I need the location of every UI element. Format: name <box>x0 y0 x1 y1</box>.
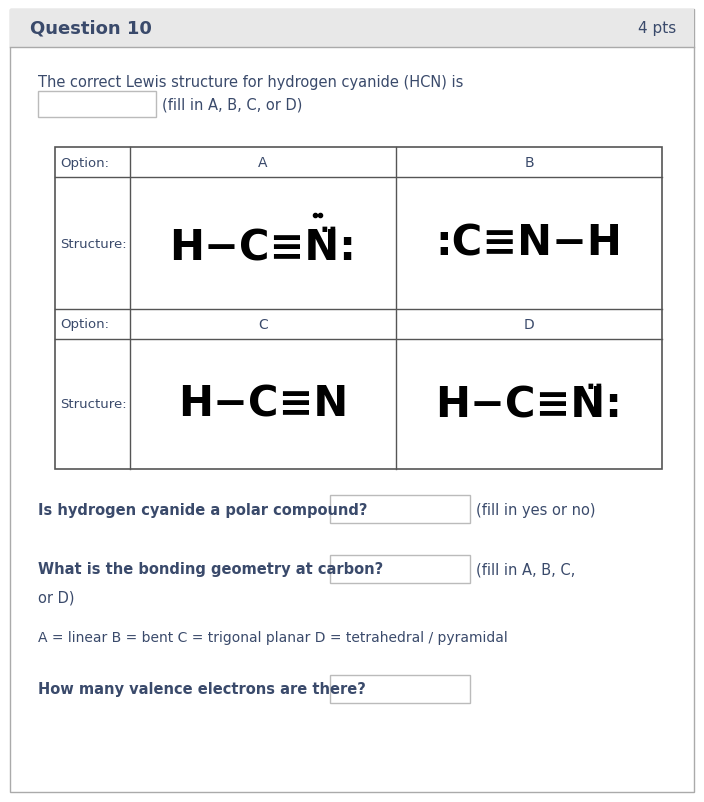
Text: (fill in yes or no): (fill in yes or no) <box>476 502 596 516</box>
Bar <box>55 148 662 469</box>
Text: A: A <box>258 156 268 170</box>
Text: (fill in A, B, C, or D): (fill in A, B, C, or D) <box>162 97 303 112</box>
Text: Option:: Option: <box>60 156 109 169</box>
Text: What is the bonding geometry at carbon?: What is the bonding geometry at carbon? <box>38 561 383 577</box>
Text: Is hydrogen cyanide a polar compound?: Is hydrogen cyanide a polar compound? <box>38 502 367 516</box>
Text: H−C≡N: H−C≡N <box>178 383 348 426</box>
Text: Structure:: Structure: <box>60 237 127 250</box>
Text: Option:: Option: <box>60 318 109 331</box>
Bar <box>38 92 156 118</box>
Text: The correct Lewis structure for hydrogen cyanide (HCN) is: The correct Lewis structure for hydrogen… <box>38 75 463 90</box>
Text: :C≡N−H: :C≡N−H <box>436 223 622 265</box>
Text: 4 pts: 4 pts <box>638 22 676 36</box>
Bar <box>330 496 470 524</box>
Text: How many valence electrons are there?: How many valence electrons are there? <box>38 682 366 697</box>
Text: Structure:: Structure: <box>60 398 127 411</box>
Bar <box>10 10 694 48</box>
Text: Question 10: Question 10 <box>30 20 152 38</box>
Text: or D): or D) <box>38 589 75 605</box>
Text: H−C≡N̈:: H−C≡N̈: <box>170 227 356 269</box>
Text: A = linear B = bent C = trigonal planar D = tetrahedral / pyramidal: A = linear B = bent C = trigonal planar … <box>38 630 508 644</box>
Text: (fill in A, B, C,: (fill in A, B, C, <box>476 561 575 577</box>
Text: D: D <box>524 318 534 331</box>
Text: H−C≡N̈:: H−C≡N̈: <box>436 383 622 426</box>
Bar <box>330 555 470 583</box>
Text: B: B <box>524 156 534 170</box>
Text: C: C <box>258 318 268 331</box>
Bar <box>330 675 470 703</box>
